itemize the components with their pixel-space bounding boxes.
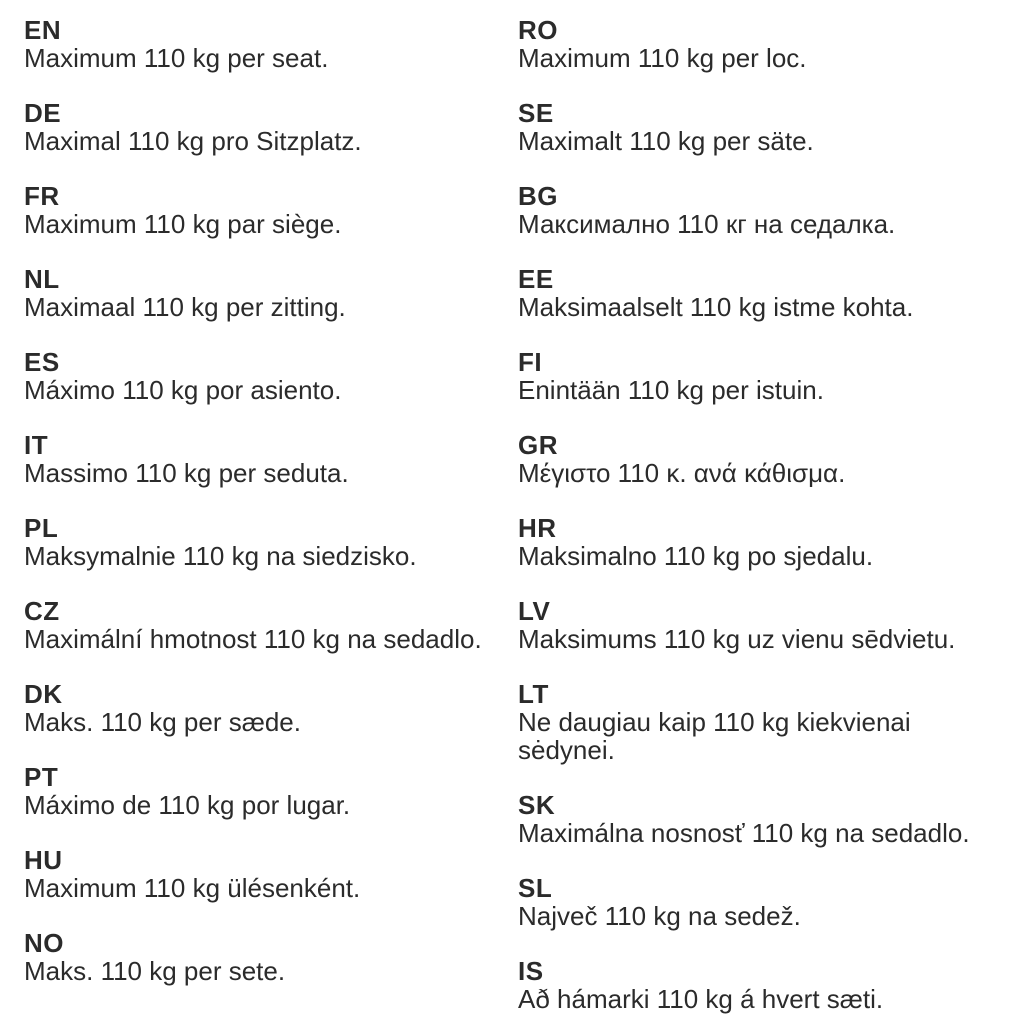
language-entry-is: IS Að hámarki 110 kg á hvert sæti. <box>518 957 1012 1013</box>
language-code: EE <box>518 264 554 294</box>
translation-text: Največ 110 kg na sedež. <box>518 901 801 931</box>
language-code: DE <box>24 98 62 128</box>
language-code: BG <box>518 181 558 211</box>
translation-text: Enintään 110 kg per istuin. <box>518 375 824 405</box>
translation-text: Maks. 110 kg per sæde. <box>24 707 301 737</box>
language-entry-lt: LT Ne daugiau kaip 110 kg kiekvienai sėd… <box>518 680 1012 764</box>
translation-text: Maksimaalselt 110 kg istme kohta. <box>518 292 914 322</box>
language-entry-hr: HR Maksimalno 110 kg po sjedalu. <box>518 514 1012 570</box>
language-code: FR <box>24 181 60 211</box>
language-entry-pt: PT Máximo de 110 kg por lugar. <box>24 763 518 819</box>
language-entry-es: ES Máximo 110 kg por asiento. <box>24 348 518 404</box>
language-entry-sl: SL Največ 110 kg na sedež. <box>518 874 1012 930</box>
translation-text: Maximum 110 kg per loc. <box>518 43 807 73</box>
language-entry-ee: EE Maksimaalselt 110 kg istme kohta. <box>518 265 1012 321</box>
translation-text: Máximo de 110 kg por lugar. <box>24 790 351 820</box>
language-code: IS <box>518 956 544 986</box>
language-entry-fi: FI Enintään 110 kg per istuin. <box>518 348 1012 404</box>
language-code: CZ <box>24 596 60 626</box>
language-code: PT <box>24 762 59 792</box>
language-code: LV <box>518 596 551 626</box>
language-code: SL <box>518 873 553 903</box>
language-entry-cz: CZ Maximální hmotnost 110 kg na sedadlo. <box>24 597 518 653</box>
language-entry-gr: GR Μέγιστο 110 κ. ανά κάθισμα. <box>518 431 1012 487</box>
translation-text: Μέγιστο 110 κ. ανά κάθισμα. <box>518 458 846 488</box>
translation-text: Ne daugiau kaip 110 kg kiekvienai sėdyne… <box>518 707 911 765</box>
language-code: FI <box>518 347 543 377</box>
translation-text: Að hámarki 110 kg á hvert sæti. <box>518 984 884 1014</box>
language-entry-bg: BG Максимално 110 кг на седалка. <box>518 182 1012 238</box>
translation-text: Maximálna nosnosť 110 kg na sedadlo. <box>518 818 970 848</box>
language-entry-de: DE Maximal 110 kg pro Sitzplatz. <box>24 99 518 155</box>
language-entry-nl: NL Maximaal 110 kg per zitting. <box>24 265 518 321</box>
language-entry-pl: PL Maksymalnie 110 kg na siedzisko. <box>24 514 518 570</box>
language-entry-ro: RO Maximum 110 kg per loc. <box>518 16 1012 72</box>
translation-text: Máximo 110 kg por asiento. <box>24 375 342 405</box>
language-entry-fr: FR Maximum 110 kg par siège. <box>24 182 518 238</box>
language-entry-se: SE Maximalt 110 kg per säte. <box>518 99 1012 155</box>
language-code: RO <box>518 15 558 45</box>
language-code: NO <box>24 928 64 958</box>
translation-text: Maximální hmotnost 110 kg na sedadlo. <box>24 624 482 654</box>
language-code: HR <box>518 513 557 543</box>
language-code: NL <box>24 264 60 294</box>
translation-text: Maximalt 110 kg per säte. <box>518 126 814 156</box>
language-code: SE <box>518 98 554 128</box>
translation-text: Maksymalnie 110 kg na siedzisko. <box>24 541 417 571</box>
translation-text: Maximum 110 kg ülésenként. <box>24 873 361 903</box>
language-entry-hu: HU Maximum 110 kg ülésenként. <box>24 846 518 902</box>
translation-text: Maks. 110 kg per sete. <box>24 956 286 986</box>
language-entry-lv: LV Maksimums 110 kg uz vienu sēdvietu. <box>518 597 1012 653</box>
language-entry-it: IT Massimo 110 kg per seduta. <box>24 431 518 487</box>
language-code: HU <box>24 845 63 875</box>
language-code: EN <box>24 15 62 45</box>
language-code: GR <box>518 430 558 460</box>
translation-text: Massimo 110 kg per seduta. <box>24 458 349 488</box>
language-code: LT <box>518 679 549 709</box>
translation-text: Максимално 110 кг на седалка. <box>518 209 896 239</box>
language-entry-no: NO Maks. 110 kg per sete. <box>24 929 518 985</box>
right-column: RO Maximum 110 kg per loc. SE Maximalt 1… <box>518 16 1012 1024</box>
translation-text: Maximal 110 kg pro Sitzplatz. <box>24 126 362 156</box>
language-code: ES <box>24 347 60 377</box>
language-code: IT <box>24 430 49 460</box>
language-entry-dk: DK Maks. 110 kg per sæde. <box>24 680 518 736</box>
language-code: DK <box>24 679 63 709</box>
language-code: SK <box>518 790 556 820</box>
language-entry-en: EN Maximum 110 kg per seat. <box>24 16 518 72</box>
translation-text: Maximum 110 kg par siège. <box>24 209 342 239</box>
translation-text: Maximaal 110 kg per zitting. <box>24 292 346 322</box>
translation-text: Maximum 110 kg per seat. <box>24 43 329 73</box>
language-entry-sk: SK Maximálna nosnosť 110 kg na sedadlo. <box>518 791 1012 847</box>
language-code: PL <box>24 513 59 543</box>
translation-text: Maksimalno 110 kg po sjedalu. <box>518 541 874 571</box>
left-column: EN Maximum 110 kg per seat. DE Maximal 1… <box>24 16 518 1024</box>
translation-text: Maksimums 110 kg uz vienu sēdvietu. <box>518 624 956 654</box>
